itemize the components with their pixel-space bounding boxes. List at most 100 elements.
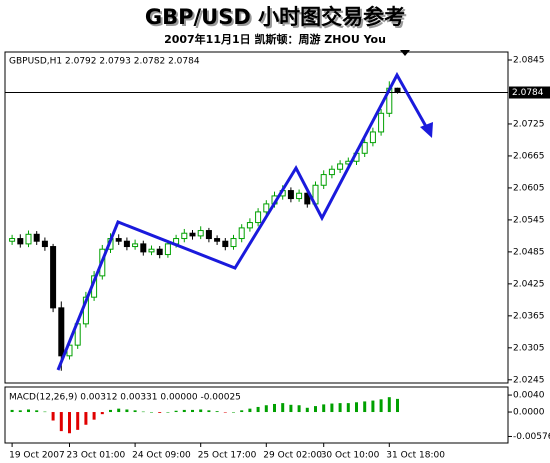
trend-arrow [420, 122, 433, 138]
macd-bar [199, 409, 203, 413]
macd-bar [215, 411, 219, 413]
y-tick-label: 0.0000 [513, 408, 545, 418]
y-tick-label: 2.0425 [513, 279, 545, 289]
x-tick-label: 23 Oct 01:00 [67, 451, 126, 461]
candle-body [156, 248, 163, 256]
macd-bar [43, 411, 47, 413]
candle-body [238, 227, 245, 240]
candle-body [255, 211, 262, 224]
macd-bar [117, 408, 121, 413]
macd-bar [338, 403, 342, 413]
macd-bar [355, 402, 358, 413]
candle-body [394, 87, 401, 94]
macd-bar [240, 410, 244, 413]
macd-bar [191, 409, 194, 413]
candle-body [58, 307, 65, 357]
y-tick-label: 2.0305 [513, 343, 545, 353]
candle-body [361, 142, 368, 154]
macd-bar [68, 412, 71, 434]
macd-bar [371, 400, 375, 413]
y-tick-label: 2.0245 [513, 375, 545, 385]
y-tick-label: 2.0665 [513, 151, 545, 161]
candle-body [123, 240, 130, 248]
trend-annotation [56, 71, 430, 371]
macd-bar [27, 409, 30, 413]
y-tick-label: 0.0040 [513, 391, 545, 401]
candle-body [214, 238, 221, 242]
macd-bar [314, 406, 317, 413]
candle-body [222, 240, 229, 248]
candle-body [197, 230, 204, 237]
macd-bar [346, 403, 350, 413]
last-price-label: 2.0784 [512, 88, 544, 98]
chart-title: GBP/USD 小时图交易参考 [145, 5, 405, 29]
macd-bar [182, 409, 186, 413]
macd-bar [256, 406, 260, 413]
candle-body [304, 192, 311, 205]
macd-bar [59, 412, 63, 432]
candle-body [328, 168, 335, 176]
macd-bar [150, 412, 153, 413]
macd-panel [4, 386, 509, 444]
candle-body [189, 232, 196, 237]
macd-bar [379, 399, 383, 413]
candle-body [296, 192, 303, 200]
macd-bar [330, 403, 334, 413]
candle-body [132, 243, 139, 248]
macd-bar [223, 412, 227, 413]
macd-bar [396, 398, 399, 413]
macd-bar [281, 403, 285, 413]
chart-subtitle: 2007年11月1日 凯斯顿：周游 ZHOU You [164, 32, 386, 46]
macd-bar [141, 411, 145, 413]
x-tick-label: 25 Oct 17:00 [198, 451, 257, 461]
macd-bar [92, 412, 96, 420]
macd-bar [84, 412, 88, 425]
macd-bar [297, 405, 301, 413]
macd-bar [166, 412, 170, 413]
macd-bar [248, 408, 252, 413]
candle-body [181, 232, 188, 240]
y-tick-label: -0.00576 [513, 432, 550, 442]
candle-body [263, 203, 270, 213]
macd-bar [273, 403, 276, 413]
y-tick-label: 2.0365 [513, 311, 545, 321]
macd-bar [35, 410, 39, 413]
y-tick-label: 2.0485 [513, 247, 545, 257]
price-info: GBPUSD,H1 2.0792 2.0793 2.0782 2.0784 [9, 57, 200, 67]
x-tick-label: 29 Oct 02:00 [263, 451, 322, 461]
candle-body [140, 243, 147, 253]
candle-body [9, 238, 16, 242]
candle-body [33, 233, 40, 242]
candle-body [205, 230, 212, 240]
macd-bar [305, 407, 309, 413]
y-tick-label: 2.0845 [513, 55, 545, 65]
macd-bar [100, 412, 104, 415]
macd-bar [10, 409, 14, 413]
macd-bar [51, 412, 55, 421]
macd-bar [76, 412, 80, 430]
x-tick-label: 30 Oct 10:00 [321, 451, 380, 461]
macd-bar [125, 409, 129, 413]
macd-info: MACD(12,26,9) 0.00312 0.00331 0.00000 -0… [9, 393, 241, 403]
macd-bar [133, 410, 137, 413]
macd-bar [264, 405, 268, 413]
price-panel [4, 51, 509, 384]
candle-body [115, 238, 122, 242]
candle-body [337, 163, 344, 170]
candle-body [287, 190, 294, 200]
candle-body [320, 174, 327, 186]
macd-bar [174, 410, 178, 413]
macd-bar [363, 401, 367, 413]
candle-body [50, 246, 57, 309]
macd-bar [387, 397, 391, 413]
x-tick-label: 24 Oct 09:00 [132, 451, 191, 461]
shift-marker [400, 50, 410, 56]
y-tick-label: 2.0545 [513, 215, 545, 225]
candle-body [246, 222, 253, 229]
x-tick-label: 31 Oct 18:00 [386, 451, 445, 461]
candle-body [378, 112, 385, 133]
y-tick-label: 2.0725 [513, 119, 545, 129]
candle-body [17, 238, 24, 245]
